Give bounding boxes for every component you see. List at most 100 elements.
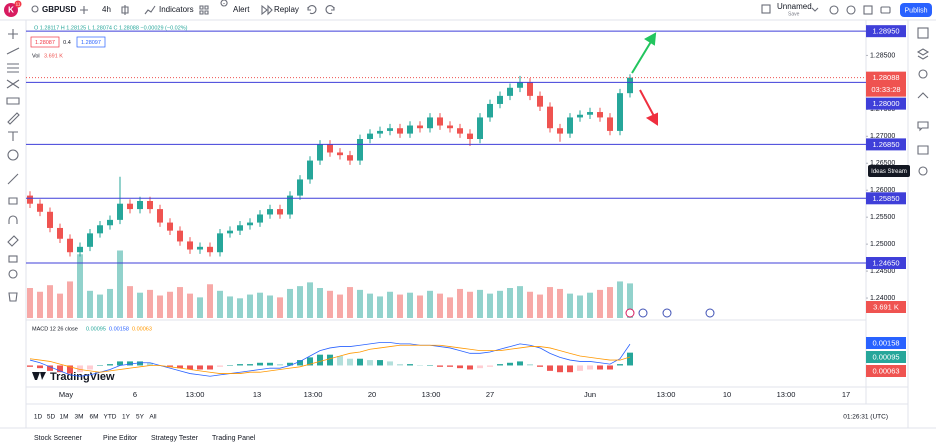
candle-body: [97, 225, 103, 234]
range-button[interactable]: 1D: [34, 414, 43, 421]
event-icon[interactable]: [705, 308, 715, 318]
macd-hist-bar: [77, 365, 83, 373]
magnet-tool[interactable]: [8, 215, 18, 224]
settings-icon[interactable]: [846, 5, 856, 15]
panel-tab[interactable]: Strategy Tester: [151, 435, 199, 442]
templates-icon[interactable]: [199, 5, 209, 15]
trash-tool[interactable]: [8, 292, 18, 302]
quick-search-icon[interactable]: [829, 5, 839, 15]
ideas-icon[interactable]: [918, 166, 928, 176]
layout-menu[interactable]: [811, 7, 819, 12]
macd-hist-bar: [187, 365, 193, 370]
watermark-logo: [32, 372, 46, 380]
layout-name[interactable]: Unnamed: [777, 2, 812, 11]
candle-body: [217, 233, 223, 253]
volume-bar: [167, 291, 173, 318]
macd-label-box: [866, 337, 906, 349]
replay-button[interactable]: Replay: [274, 5, 299, 14]
range-button[interactable]: 1M: [59, 414, 68, 421]
redo-icon[interactable]: [325, 4, 335, 15]
range-button[interactable]: 5D: [47, 414, 56, 421]
text-tool[interactable]: [8, 131, 18, 141]
sell-button[interactable]: [30, 36, 60, 48]
fullscreen-icon[interactable]: [863, 5, 873, 15]
macd-signal-readout: 0.00063: [132, 326, 152, 332]
volume-bar: [537, 294, 543, 318]
avatar-letter: K: [8, 6, 14, 15]
symbol[interactable]: GBPUSD: [42, 5, 76, 14]
publish-button[interactable]: [900, 3, 932, 17]
lock-tool[interactable]: [8, 255, 18, 263]
brush-tool[interactable]: [7, 112, 20, 125]
chat-icon[interactable]: [917, 121, 929, 132]
event-icon[interactable]: [625, 308, 635, 318]
volume-bar: [207, 284, 213, 318]
snapshot-icon[interactable]: [880, 6, 891, 14]
macd-hist-bar: [127, 361, 133, 366]
macd-hist-bar: [427, 365, 433, 366]
lock-draw-tool[interactable]: [7, 235, 19, 247]
pattern-tool[interactable]: [6, 79, 20, 89]
ruler-tool[interactable]: [7, 173, 19, 185]
event-icon[interactable]: [662, 308, 672, 318]
candle-body: [237, 225, 243, 231]
macd-hist-bar: [317, 354, 323, 366]
range-button[interactable]: All: [149, 414, 157, 421]
x-tick-label: 13:00: [657, 390, 676, 399]
projection-tool[interactable]: [6, 97, 20, 105]
hotlist-icon[interactable]: [917, 92, 929, 99]
crosshair-tool[interactable]: [8, 29, 18, 39]
event-icon[interactable]: [638, 308, 648, 318]
y-tick-label: 1.27000: [870, 133, 895, 140]
replay-icon[interactable]: [261, 4, 273, 16]
range-button[interactable]: 6M: [89, 414, 98, 421]
alerts-icon[interactable]: [918, 69, 928, 79]
alert-button[interactable]: Alert: [233, 5, 250, 14]
volume-bar: [497, 290, 503, 318]
undo-icon[interactable]: [307, 4, 317, 15]
layout-icon[interactable]: [761, 4, 771, 14]
trend-line-tool[interactable]: [6, 47, 20, 55]
panel-tab[interactable]: Stock Screener: [34, 435, 83, 442]
macd-hist-bar: [347, 358, 353, 366]
panel-tab[interactable]: Trading Panel: [212, 435, 256, 442]
fib-tool[interactable]: [7, 63, 19, 73]
level-label: 1.25850: [872, 194, 899, 203]
watchlist-icon[interactable]: [917, 27, 929, 39]
indicators-button[interactable]: Indicators: [159, 5, 194, 14]
volume-bar: [607, 287, 613, 318]
volume-bar: [147, 289, 153, 318]
volume-bar: [347, 287, 353, 318]
last-price-label: 1.28088: [872, 73, 899, 82]
buy-button[interactable]: [76, 36, 106, 48]
candle-body: [447, 125, 453, 129]
candle-body: [587, 112, 593, 115]
range-button[interactable]: 5Y: [136, 414, 145, 421]
layers-icon[interactable]: [916, 48, 930, 60]
visibility-tool[interactable]: [8, 269, 18, 279]
panel-tab[interactable]: Pine Editor: [103, 435, 138, 442]
alert-icon[interactable]: [220, 0, 228, 7]
search-icon[interactable]: [31, 5, 39, 13]
candle-body: [537, 95, 543, 107]
macd-hist-bar: [357, 358, 363, 366]
macd-hist-bar: [257, 362, 263, 366]
avatar[interactable]: [4, 3, 18, 17]
calendar-icon[interactable]: [917, 145, 929, 155]
zoom-tool[interactable]: [8, 197, 18, 205]
x-tick-label: 20: [368, 390, 376, 399]
range-button[interactable]: 1Y: [122, 414, 131, 421]
macd-hist-bar: [97, 365, 103, 366]
range-button[interactable]: YTD: [104, 414, 117, 421]
emoji-tool[interactable]: [7, 149, 19, 161]
indicators-icon[interactable]: [144, 5, 156, 15]
add-symbol-icon[interactable]: [80, 6, 88, 14]
range-button[interactable]: 3M: [74, 414, 83, 421]
chart-type-icon[interactable]: [121, 5, 129, 15]
volume-bar: [387, 291, 393, 318]
volume-bar: [77, 254, 83, 318]
candle-body: [607, 117, 613, 131]
candle-body: [77, 246, 83, 253]
interval[interactable]: 4h: [102, 5, 111, 14]
